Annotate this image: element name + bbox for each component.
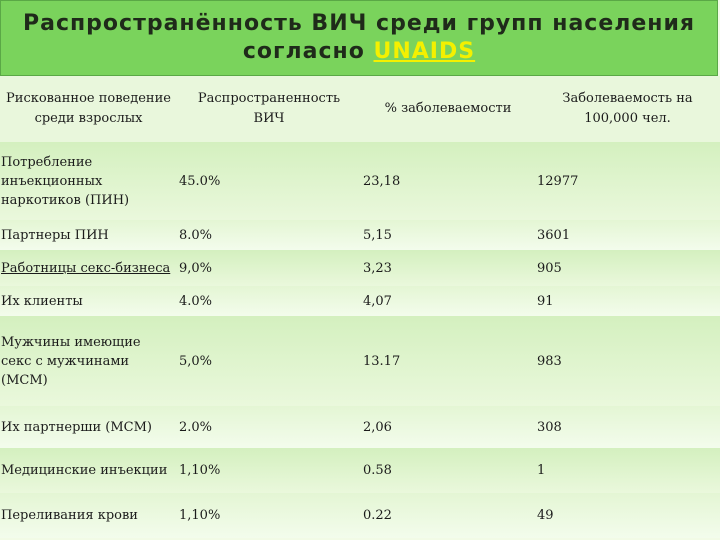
table-row: Потребление инъекционных наркотиков (ПИН… xyxy=(0,142,720,220)
cell-incidence-percent: 2,06 xyxy=(361,406,535,448)
cell-prevalence: 45.0% xyxy=(177,142,361,220)
cell-incidence-per-100k: 91 xyxy=(535,286,720,316)
table-row: Их партнерши (МСМ) 2.0% 2,06 308 xyxy=(0,406,720,448)
cell-incidence-percent: 13.17 xyxy=(361,316,535,406)
page-title-line-1: Распространённость ВИЧ среди групп насел… xyxy=(22,11,696,36)
cell-incidence-per-100k: 12977 xyxy=(535,142,720,220)
header-hiv-prevalence: Распространенность ВИЧ xyxy=(177,76,361,142)
cell-prevalence: 1,10% xyxy=(177,448,361,493)
cell-incidence-per-100k: 308 xyxy=(535,406,720,448)
cell-incidence-percent: 0.22 xyxy=(361,493,535,538)
table-row: Мужчины имеющие секс с мужчинами (МСМ) 5… xyxy=(0,316,720,406)
cell-group: Потребление инъекционных наркотиков (ПИН… xyxy=(0,142,177,220)
cell-prevalence: 4.0% xyxy=(177,286,361,316)
table-row: Работницы секс-бизнеса 9,0% 3,23 905 xyxy=(0,250,720,286)
header-incidence-percent: % заболеваемости xyxy=(361,76,535,142)
cell-incidence-percent: 5,15 xyxy=(361,220,535,250)
cell-incidence-per-100k: 905 xyxy=(535,250,720,286)
cell-incidence-percent: 3,23 xyxy=(361,250,535,286)
table-row: Переливания крови 1,10% 0.22 49 xyxy=(0,493,720,538)
cell-group: Их клиенты xyxy=(0,286,177,316)
table-header-row: Рискованное поведение среди взрослых Рас… xyxy=(0,76,720,142)
cell-group: Переливания крови xyxy=(0,493,177,538)
unaids-link[interactable]: UNAIDS xyxy=(373,39,476,64)
table-row: Партнеры ПИН 8.0% 5,15 3601 xyxy=(0,220,720,250)
cell-incidence-percent: 23,18 xyxy=(361,142,535,220)
title-box: Распространённость ВИЧ среди групп насел… xyxy=(0,0,718,76)
cell-incidence-percent: 4,07 xyxy=(361,286,535,316)
cell-group: Работницы секс-бизнеса xyxy=(0,250,177,286)
cell-prevalence: 5,0% xyxy=(177,316,361,406)
cell-group: Медицинские инъекции xyxy=(0,448,177,493)
table-row: Их клиенты 4.0% 4,07 91 xyxy=(0,286,720,316)
title-prefix: согласно xyxy=(242,39,374,64)
cell-group: Мужчины имеющие секс с мужчинами (МСМ) xyxy=(0,316,177,406)
cell-group: Партнеры ПИН xyxy=(0,220,177,250)
hiv-prevalence-table: Рискованное поведение среди взрослых Рас… xyxy=(0,76,720,538)
cell-group: Их партнерши (МСМ) xyxy=(0,406,177,448)
cell-incidence-per-100k: 3601 xyxy=(535,220,720,250)
cell-prevalence: 9,0% xyxy=(177,250,361,286)
table-row: Медицинские инъекции 1,10% 0.58 1 xyxy=(0,448,720,493)
cell-prevalence: 2.0% xyxy=(177,406,361,448)
cell-incidence-percent: 0.58 xyxy=(361,448,535,493)
header-risk-behavior: Рискованное поведение среди взрослых xyxy=(0,76,177,142)
cell-prevalence: 8.0% xyxy=(177,220,361,250)
cell-prevalence: 1,10% xyxy=(177,493,361,538)
page-title-line-2: согласно UNAIDS xyxy=(243,38,475,66)
cell-incidence-per-100k: 49 xyxy=(535,493,720,538)
cell-incidence-per-100k: 1 xyxy=(535,448,720,493)
cell-incidence-per-100k: 983 xyxy=(535,316,720,406)
header-incidence-per-100k: Заболеваемость на 100,000 чел. xyxy=(535,76,720,142)
